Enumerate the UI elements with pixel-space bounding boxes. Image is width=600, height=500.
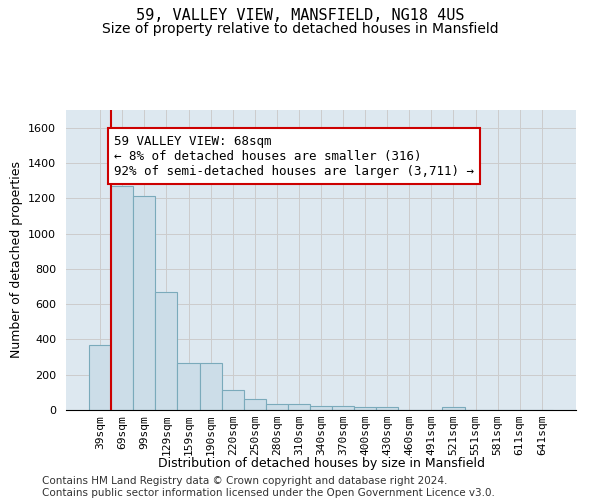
Bar <box>288 404 310 410</box>
Bar <box>89 344 111 410</box>
Text: Size of property relative to detached houses in Mansfield: Size of property relative to detached ho… <box>101 22 499 36</box>
Bar <box>111 186 133 410</box>
Bar <box>332 406 354 410</box>
Text: Distribution of detached houses by size in Mansfield: Distribution of detached houses by size … <box>157 458 485 470</box>
Bar <box>221 390 244 410</box>
Bar <box>133 196 155 410</box>
Y-axis label: Number of detached properties: Number of detached properties <box>10 162 23 358</box>
Bar <box>200 363 221 410</box>
Bar <box>310 406 332 410</box>
Text: 59, VALLEY VIEW, MANSFIELD, NG18 4US: 59, VALLEY VIEW, MANSFIELD, NG18 4US <box>136 8 464 22</box>
Bar <box>155 292 178 410</box>
Text: 59 VALLEY VIEW: 68sqm
← 8% of detached houses are smaller (316)
92% of semi-deta: 59 VALLEY VIEW: 68sqm ← 8% of detached h… <box>114 134 474 178</box>
Bar <box>266 404 288 410</box>
Bar <box>442 407 464 410</box>
Bar <box>178 363 200 410</box>
Bar <box>244 398 266 410</box>
Bar <box>376 407 398 410</box>
Text: Contains HM Land Registry data © Crown copyright and database right 2024.
Contai: Contains HM Land Registry data © Crown c… <box>42 476 495 498</box>
Bar <box>354 407 376 410</box>
